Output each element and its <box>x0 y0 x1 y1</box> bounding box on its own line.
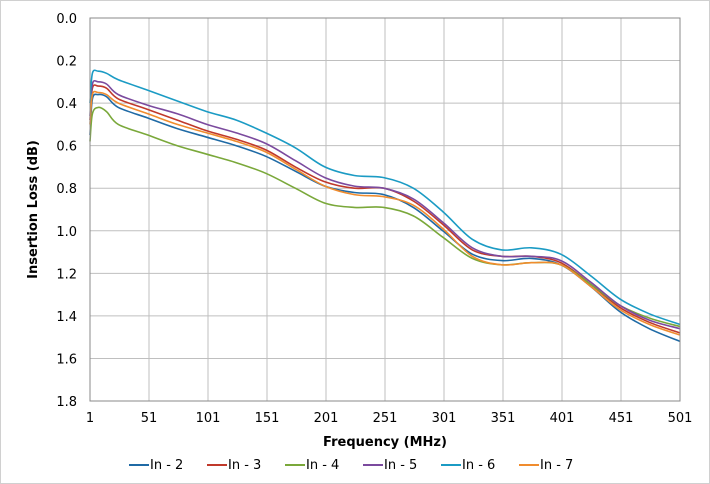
legend-label: In - 5 <box>384 458 417 473</box>
y-tick-labels: 0.0 0.2 0.4 0.6 0.8 1.0 1.2 1.4 1.6 1.8 <box>56 12 77 410</box>
y-tick-label: 1.0 <box>56 225 77 240</box>
plot-border <box>89 17 681 402</box>
x-tick-label: 501 <box>668 411 693 426</box>
y-axis-title: Insertion Loss (dB) <box>26 140 41 279</box>
x-tick-label: 151 <box>255 411 280 426</box>
legend-label: In - 2 <box>150 458 183 473</box>
legend-label: In - 3 <box>228 458 261 473</box>
y-tick-label: 0.0 <box>56 12 77 27</box>
x-axis-title: Frequency (MHz) <box>323 435 447 450</box>
legend-entry: In - 4 <box>285 458 339 473</box>
legend: In - 2 In - 3 In - 4 In - 5 In - 6 In - 7 <box>129 458 573 473</box>
y-tick-label: 0.2 <box>56 55 77 70</box>
legend-label: In - 6 <box>462 458 495 473</box>
y-tick-label: 1.8 <box>56 395 77 410</box>
legend-label: In - 4 <box>306 458 339 473</box>
x-tick-label: 51 <box>141 411 158 426</box>
x-tick-label: 251 <box>373 411 398 426</box>
legend-entry: In - 3 <box>207 458 261 473</box>
legend-label: In - 7 <box>540 458 573 473</box>
x-tick-label: 451 <box>609 411 634 426</box>
series-layer <box>89 69 681 343</box>
y-tick-label: 0.6 <box>56 140 77 155</box>
y-tick-label: 1.6 <box>56 352 77 367</box>
series-line-2 <box>89 84 681 334</box>
x-tick-label: 351 <box>491 411 516 426</box>
legend-entry: In - 6 <box>441 458 495 473</box>
grid <box>89 17 681 402</box>
series-line-5 <box>89 69 681 326</box>
y-tick-label: 1.2 <box>56 267 77 282</box>
y-tick-label: 1.4 <box>56 310 77 325</box>
x-tick-label: 301 <box>432 411 457 426</box>
y-tick-label: 0.8 <box>56 182 77 197</box>
y-tick-label: 0.4 <box>56 97 77 112</box>
legend-entry: In - 2 <box>129 458 183 473</box>
series-line-4 <box>89 79 681 330</box>
x-tick-label: 401 <box>550 411 575 426</box>
series-line-6 <box>89 90 681 336</box>
x-tick-label: 201 <box>314 411 339 426</box>
x-tick-label: 101 <box>196 411 221 426</box>
x-tick-label: 1 <box>86 411 94 426</box>
legend-entry: In - 7 <box>519 458 573 473</box>
legend-entry: In - 5 <box>363 458 417 473</box>
x-tick-labels: 1 51 101 151 201 251 301 351 401 451 501 <box>86 411 693 426</box>
